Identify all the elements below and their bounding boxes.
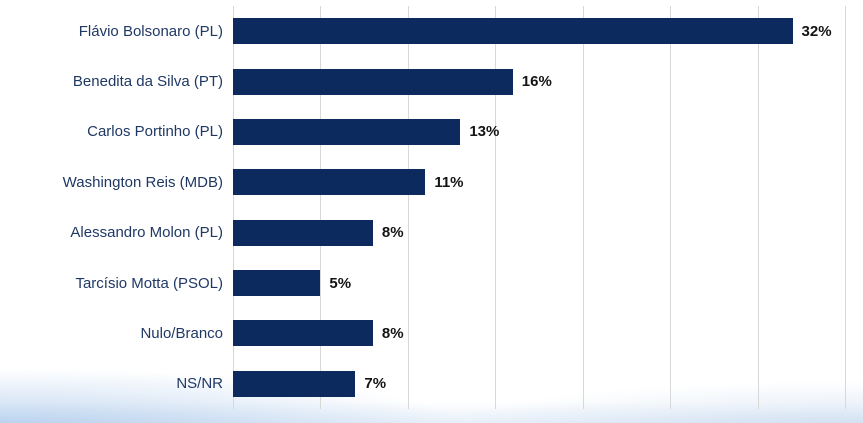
gridline [320,6,322,409]
gridlines [233,6,846,409]
value-label: 32% [801,22,832,40]
bar-track: 13% [233,107,845,157]
bar [233,18,793,45]
bar-track: 5% [233,258,845,308]
bar [233,320,373,347]
category-label: Carlos Portinho (PL) [87,123,223,141]
chart-row: Flávio Bolsonaro (PL) 32% [0,6,845,56]
chart-row: Carlos Portinho (PL) 13% [0,107,845,157]
bar [233,68,513,95]
chart-row: Nulo/Branco 8% [0,308,845,358]
bar [233,219,373,246]
chart-row: Washington Reis (MDB) 11% [0,157,845,207]
bar [233,370,356,397]
value-label: 5% [329,274,352,292]
category-label: Benedita da Silva (PT) [72,73,223,91]
gridline [845,6,846,409]
bar-track: 16% [233,56,845,106]
gridline [495,6,497,409]
bar [233,169,426,196]
bar-track: 32% [233,6,845,56]
bar-track: 7% [233,359,845,409]
gridline [582,6,584,409]
value-label: 13% [469,123,500,141]
bar-track: 11% [233,157,845,207]
gridline [670,6,672,409]
chart-row: Benedita da Silva (PT) 16% [0,56,845,106]
category-label: Flávio Bolsonaro (PL) [78,22,223,40]
category-label: Tarcísio Motta (PSOL) [75,274,223,292]
bar [233,270,321,297]
gridline [407,6,409,409]
chart-row: Tarcísio Motta (PSOL) 5% [0,258,845,308]
chart-row: NS/NR 7% [0,359,845,409]
bar [233,118,461,145]
gridline [757,6,759,409]
bar-track: 8% [233,308,845,358]
chart-rows: Flávio Bolsonaro (PL) 32% Benedita da Silv… [0,6,845,409]
chart-row: Alessandro Molon (PL) 8% [0,208,845,258]
gridline [233,6,234,409]
value-label: 8% [381,224,404,242]
category-label: Washington Reis (MDB) [62,173,223,191]
category-label: Alessandro Molon (PL) [70,224,223,242]
category-label: NS/NR [176,375,223,393]
value-label: 11% [434,173,464,191]
value-label: 7% [364,375,387,393]
category-label: Nulo/Branco [140,324,223,342]
value-label: 8% [381,324,404,342]
bar-track: 8% [233,208,845,258]
value-label: 16% [521,73,552,91]
